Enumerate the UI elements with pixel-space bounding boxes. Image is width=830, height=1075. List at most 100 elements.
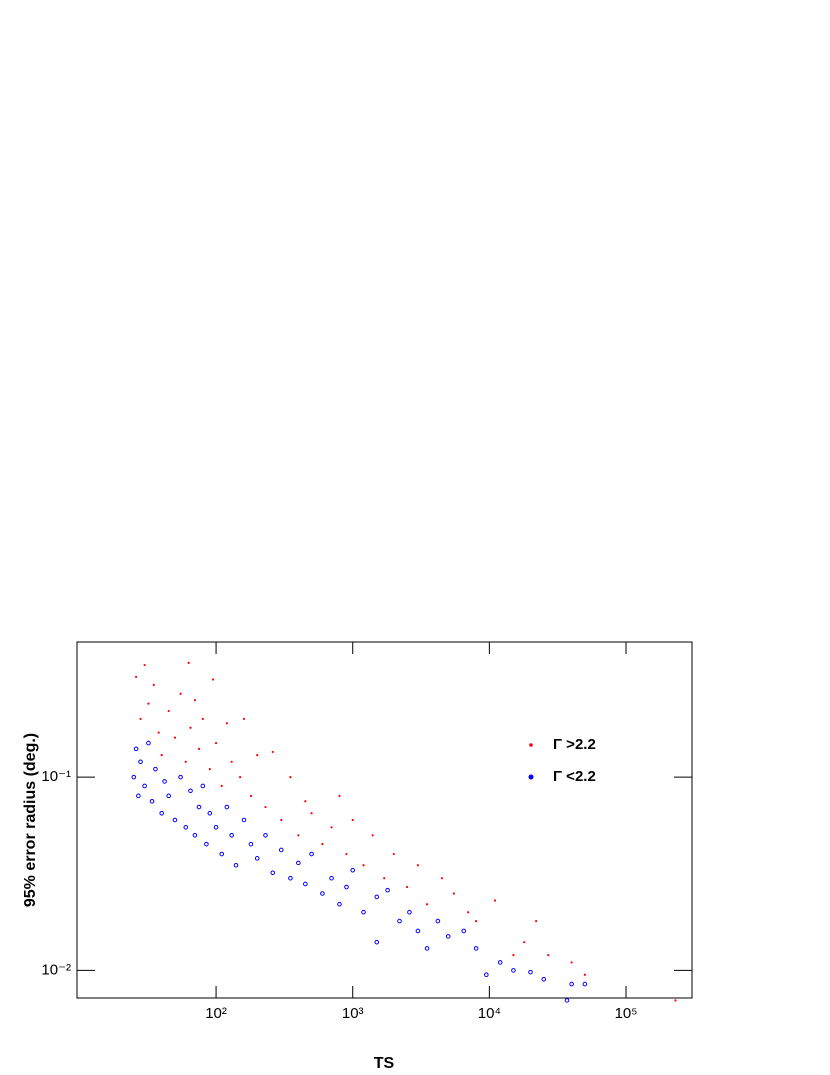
- data-point: [511, 968, 516, 973]
- data-point: [263, 833, 268, 838]
- data-point: [201, 717, 204, 721]
- data-point: [256, 753, 259, 757]
- data-point: [467, 911, 470, 914]
- data-point: [138, 759, 143, 765]
- data-point: [344, 884, 349, 890]
- data-point: [213, 825, 219, 830]
- data-point: [415, 928, 421, 934]
- data-point: [264, 805, 267, 809]
- data-point: [523, 941, 526, 944]
- data-point: [219, 851, 225, 857]
- data-point: [172, 817, 178, 823]
- data-point: [143, 663, 146, 667]
- data-point: [329, 875, 334, 881]
- data-point: [133, 746, 139, 752]
- data-point: [288, 875, 293, 881]
- data-point: [424, 946, 430, 951]
- data-point: [304, 800, 307, 803]
- data-point: [541, 976, 547, 982]
- data-point: [535, 919, 538, 923]
- data-point: [149, 798, 155, 804]
- legend-marker: [528, 774, 534, 780]
- data-point: [136, 793, 141, 799]
- data-point: [320, 891, 325, 896]
- data-point: [166, 793, 171, 799]
- data-point: [131, 774, 137, 780]
- y-axis-label: 95% error radius (deg.): [22, 733, 39, 907]
- data-point: [200, 783, 206, 789]
- x-tick-label: 10⁴: [478, 1005, 501, 1022]
- x-tick-label: 10⁵: [615, 1005, 638, 1022]
- data-point: [371, 834, 374, 837]
- data-point: [157, 731, 160, 734]
- data-point: [196, 804, 202, 810]
- data-point: [321, 843, 324, 846]
- data-point: [493, 899, 497, 902]
- data-point: [528, 969, 533, 975]
- data-point: [188, 788, 193, 794]
- data-point: [374, 894, 380, 900]
- data-point: [303, 881, 308, 887]
- data-point: [249, 794, 253, 797]
- data-point: [139, 717, 142, 721]
- data-point: [407, 909, 412, 915]
- data-point: [564, 998, 570, 1003]
- data-point: [189, 726, 192, 729]
- data-point: [452, 892, 455, 895]
- data-point: [242, 717, 246, 721]
- data-point: [254, 856, 260, 861]
- data-point: [445, 934, 451, 939]
- data-point: [192, 833, 198, 838]
- data-point: [233, 862, 239, 868]
- data-point: [179, 692, 182, 695]
- data-point: [569, 981, 574, 987]
- data-point: [239, 776, 242, 779]
- data-point: [674, 999, 677, 1002]
- data-point: [162, 779, 167, 784]
- data-point: [289, 776, 292, 779]
- data-point: [146, 740, 151, 746]
- data-point: [440, 877, 444, 880]
- data-point: [278, 847, 284, 853]
- data-point: [230, 760, 233, 763]
- data-point: [229, 833, 234, 838]
- data-point: [583, 973, 586, 976]
- data-point: [187, 661, 190, 664]
- data-point: [337, 901, 342, 907]
- data-point: [153, 766, 158, 772]
- data-point: [178, 774, 183, 780]
- data-point: [309, 851, 314, 857]
- data-point: [142, 783, 147, 789]
- data-point: [214, 741, 218, 745]
- data-point: [392, 852, 395, 856]
- data-point: [184, 760, 187, 763]
- data-point: [385, 887, 390, 893]
- data-point: [271, 750, 274, 754]
- data-point: [207, 810, 213, 816]
- data-point: [383, 877, 386, 880]
- x-tick-label: 10³: [342, 1005, 364, 1022]
- data-point: [416, 864, 420, 867]
- data-point: [220, 784, 223, 788]
- legend-label: Γ <2.2: [553, 768, 596, 785]
- data-point: [461, 928, 467, 934]
- data-point: [204, 841, 209, 847]
- data-point: [152, 683, 155, 686]
- data-point: [241, 817, 247, 823]
- y-tick-label: 10⁻¹: [41, 768, 71, 785]
- data-point: [397, 918, 402, 924]
- data-point: [435, 918, 441, 924]
- data-point: [173, 736, 177, 739]
- data-point: [159, 810, 164, 816]
- y-tick-label: 10⁻²: [41, 961, 71, 978]
- data-point: [160, 753, 163, 757]
- data-point: [547, 954, 550, 957]
- data-point: [374, 939, 380, 945]
- data-point: [183, 825, 189, 830]
- data-point: [280, 818, 283, 822]
- data-point: [484, 972, 489, 978]
- data-point: [361, 909, 366, 915]
- data-point: [405, 885, 409, 889]
